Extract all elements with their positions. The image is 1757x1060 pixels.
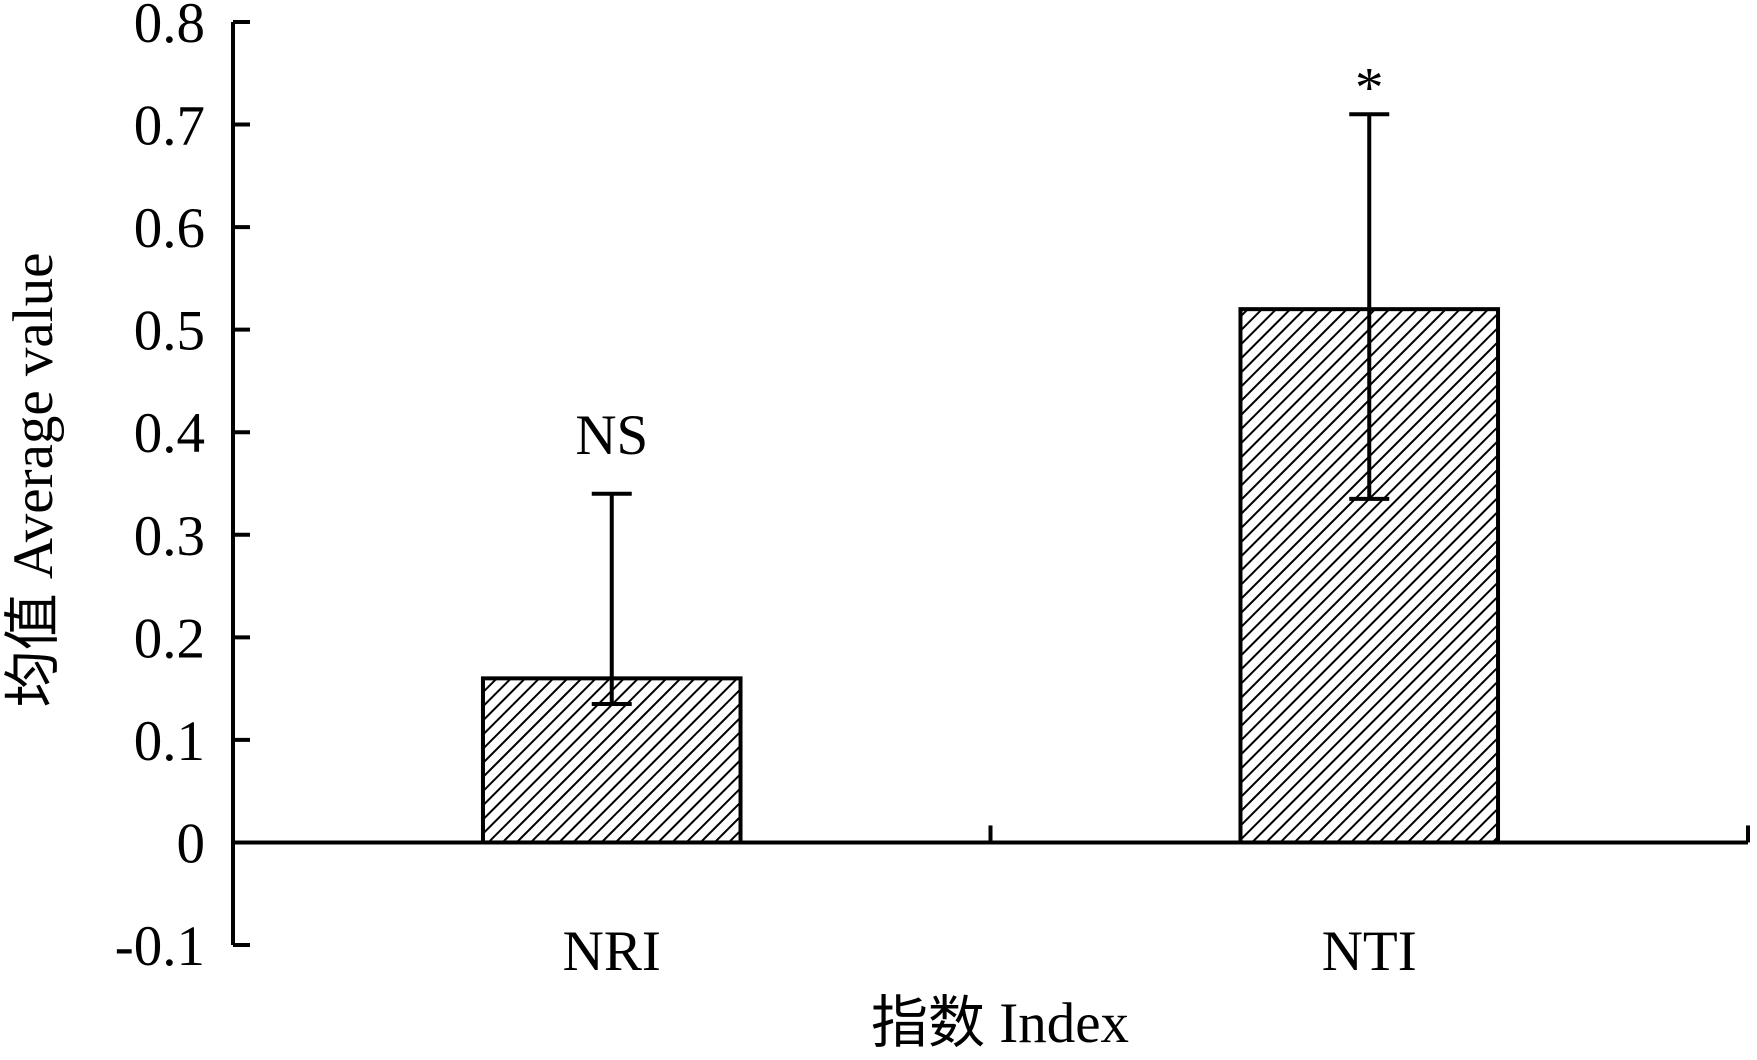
significance-label: NS	[575, 404, 648, 467]
y-tick-label: 0.7	[134, 95, 205, 158]
significance-label: *	[1355, 56, 1384, 119]
y-tick-label: 0.8	[134, 0, 205, 55]
x-tick-label: NRI	[563, 920, 661, 983]
y-tick-label: 0	[177, 812, 206, 875]
error-bars	[591, 112, 1390, 706]
y-axis-title: 均值 Average value	[2, 253, 65, 708]
y-axis: -0.1 0 0.1 0.2 0.3 0.4 0.5 0.6 0.7 0.8	[115, 0, 250, 978]
y-tick-label: 0.3	[134, 505, 205, 568]
bars	[480, 307, 1501, 845]
y-tick-label: 0.4	[134, 402, 205, 465]
x-axis: NRI NTI	[233, 825, 1750, 983]
y-tick-label: 0.2	[134, 607, 205, 670]
annotations: NS *	[575, 56, 1383, 466]
y-tick-label: 0.5	[134, 300, 205, 363]
y-tick-label: -0.1	[115, 915, 205, 978]
x-axis-title: 指数 Index	[871, 992, 1129, 1055]
y-tick-label: 0.1	[134, 710, 205, 773]
y-tick-label: 0.6	[134, 197, 205, 260]
x-tick-label: NTI	[1322, 920, 1417, 983]
